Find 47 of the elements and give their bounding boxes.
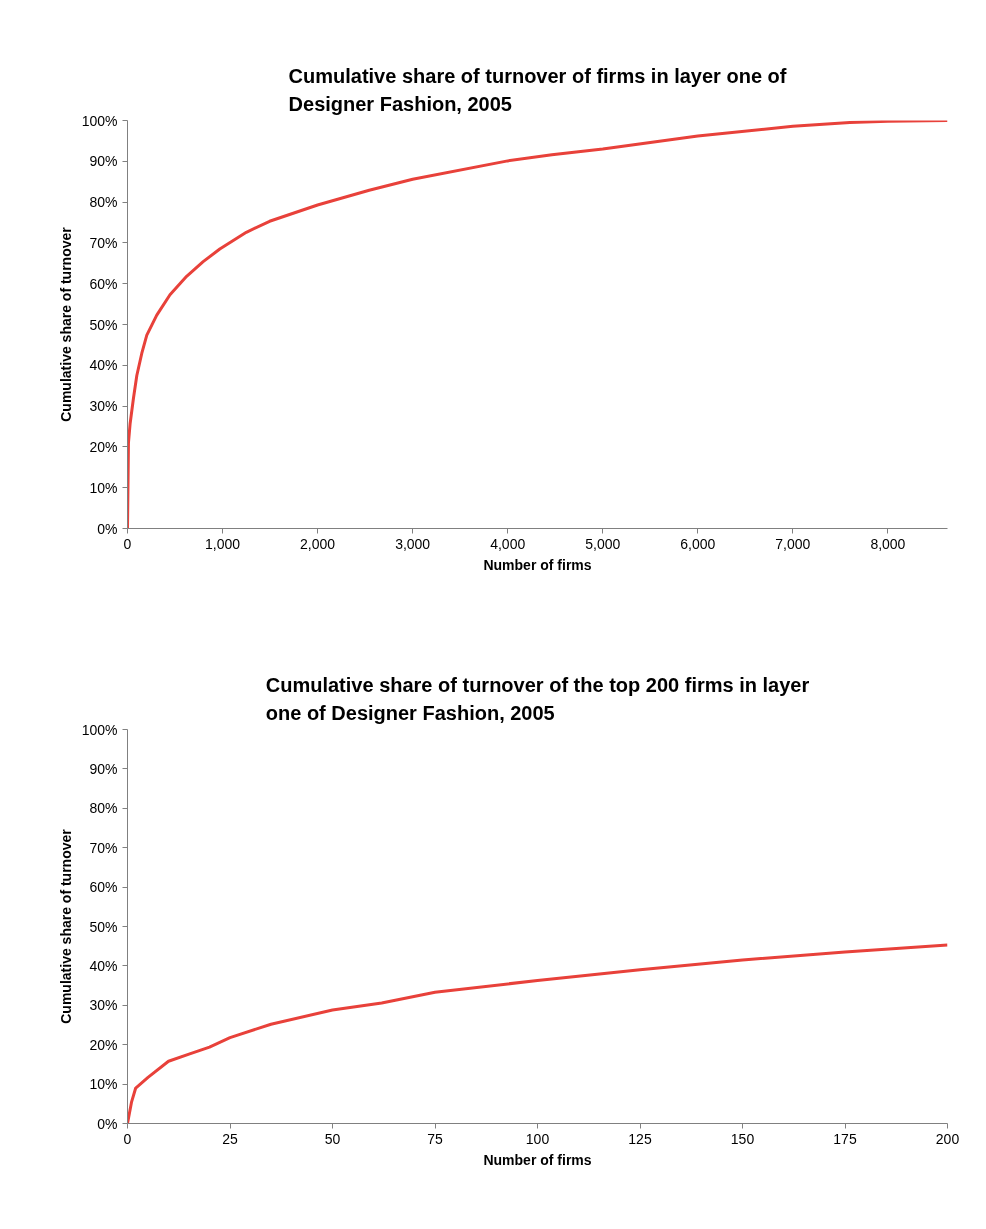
y-tick-label: 70% — [89, 839, 118, 856]
y-tick-label: 30% — [89, 398, 118, 415]
line-series — [127, 120, 948, 529]
x-tick-label: 6,000 — [680, 535, 716, 552]
y-tick-label: 20% — [89, 1036, 118, 1053]
y-tick-label: 90% — [89, 760, 118, 777]
x-tick-label: 0 — [123, 1130, 132, 1147]
y-tick-label: 30% — [89, 997, 118, 1014]
x-tick-label: 3,000 — [395, 535, 431, 552]
x-axis-title: Number of firms — [483, 1151, 592, 1168]
y-tick-label: 60% — [89, 275, 118, 292]
y-tick-label: 40% — [89, 957, 118, 974]
y-tick-label: 50% — [89, 918, 118, 935]
x-tick-label: 125 — [628, 1130, 652, 1147]
y-tick-label: 90% — [89, 153, 118, 170]
x-tick-label: 1,000 — [205, 535, 241, 552]
chart-title: Cumulative share of turnover of firms in layer one of Designer Fashion, 2005 — [288, 64, 787, 116]
x-tick-label: 5,000 — [585, 535, 621, 552]
x-tick-label: 2,000 — [300, 535, 336, 552]
y-tick-label: 50% — [89, 316, 118, 333]
x-axis-title: Number of firms — [483, 556, 592, 573]
chart-title: Cumulative share of turnover of the top 200 firms in layer one of Designer Fashion, 2005 — [265, 673, 810, 725]
y-tick-label: 10% — [89, 1076, 118, 1093]
y-tick-label: 0% — [97, 520, 118, 537]
y-tick-label: 20% — [89, 438, 118, 455]
y-tick-label: 80% — [89, 194, 118, 211]
x-tick-label: 200 — [935, 1130, 960, 1147]
y-tick-label: 80% — [89, 800, 118, 817]
y-tick-label: 40% — [89, 357, 118, 374]
y-axis-title: Cumulative share of turnover — [57, 226, 74, 422]
y-tick-label: 10% — [89, 479, 118, 496]
x-tick-label: 75 — [427, 1130, 443, 1147]
x-tick-label: 7,000 — [775, 535, 811, 552]
y-tick-label: 100% — [81, 721, 118, 738]
y-tick-label: 70% — [89, 234, 118, 251]
y-tick-label: 0% — [97, 1115, 118, 1132]
x-tick-label: 175 — [833, 1130, 857, 1147]
x-tick-label: 8,000 — [870, 535, 906, 552]
x-tick-label: 100 — [525, 1130, 550, 1147]
x-tick-label: 0 — [123, 535, 132, 552]
y-tick-label: 60% — [89, 879, 118, 896]
y-axis-title: Cumulative share of turnover — [57, 828, 74, 1024]
x-tick-label: 25 — [222, 1130, 238, 1147]
x-tick-label: 150 — [730, 1130, 755, 1147]
y-tick-label: 100% — [81, 112, 118, 129]
x-tick-label: 50 — [324, 1130, 341, 1147]
x-tick-label: 4,000 — [490, 535, 526, 552]
